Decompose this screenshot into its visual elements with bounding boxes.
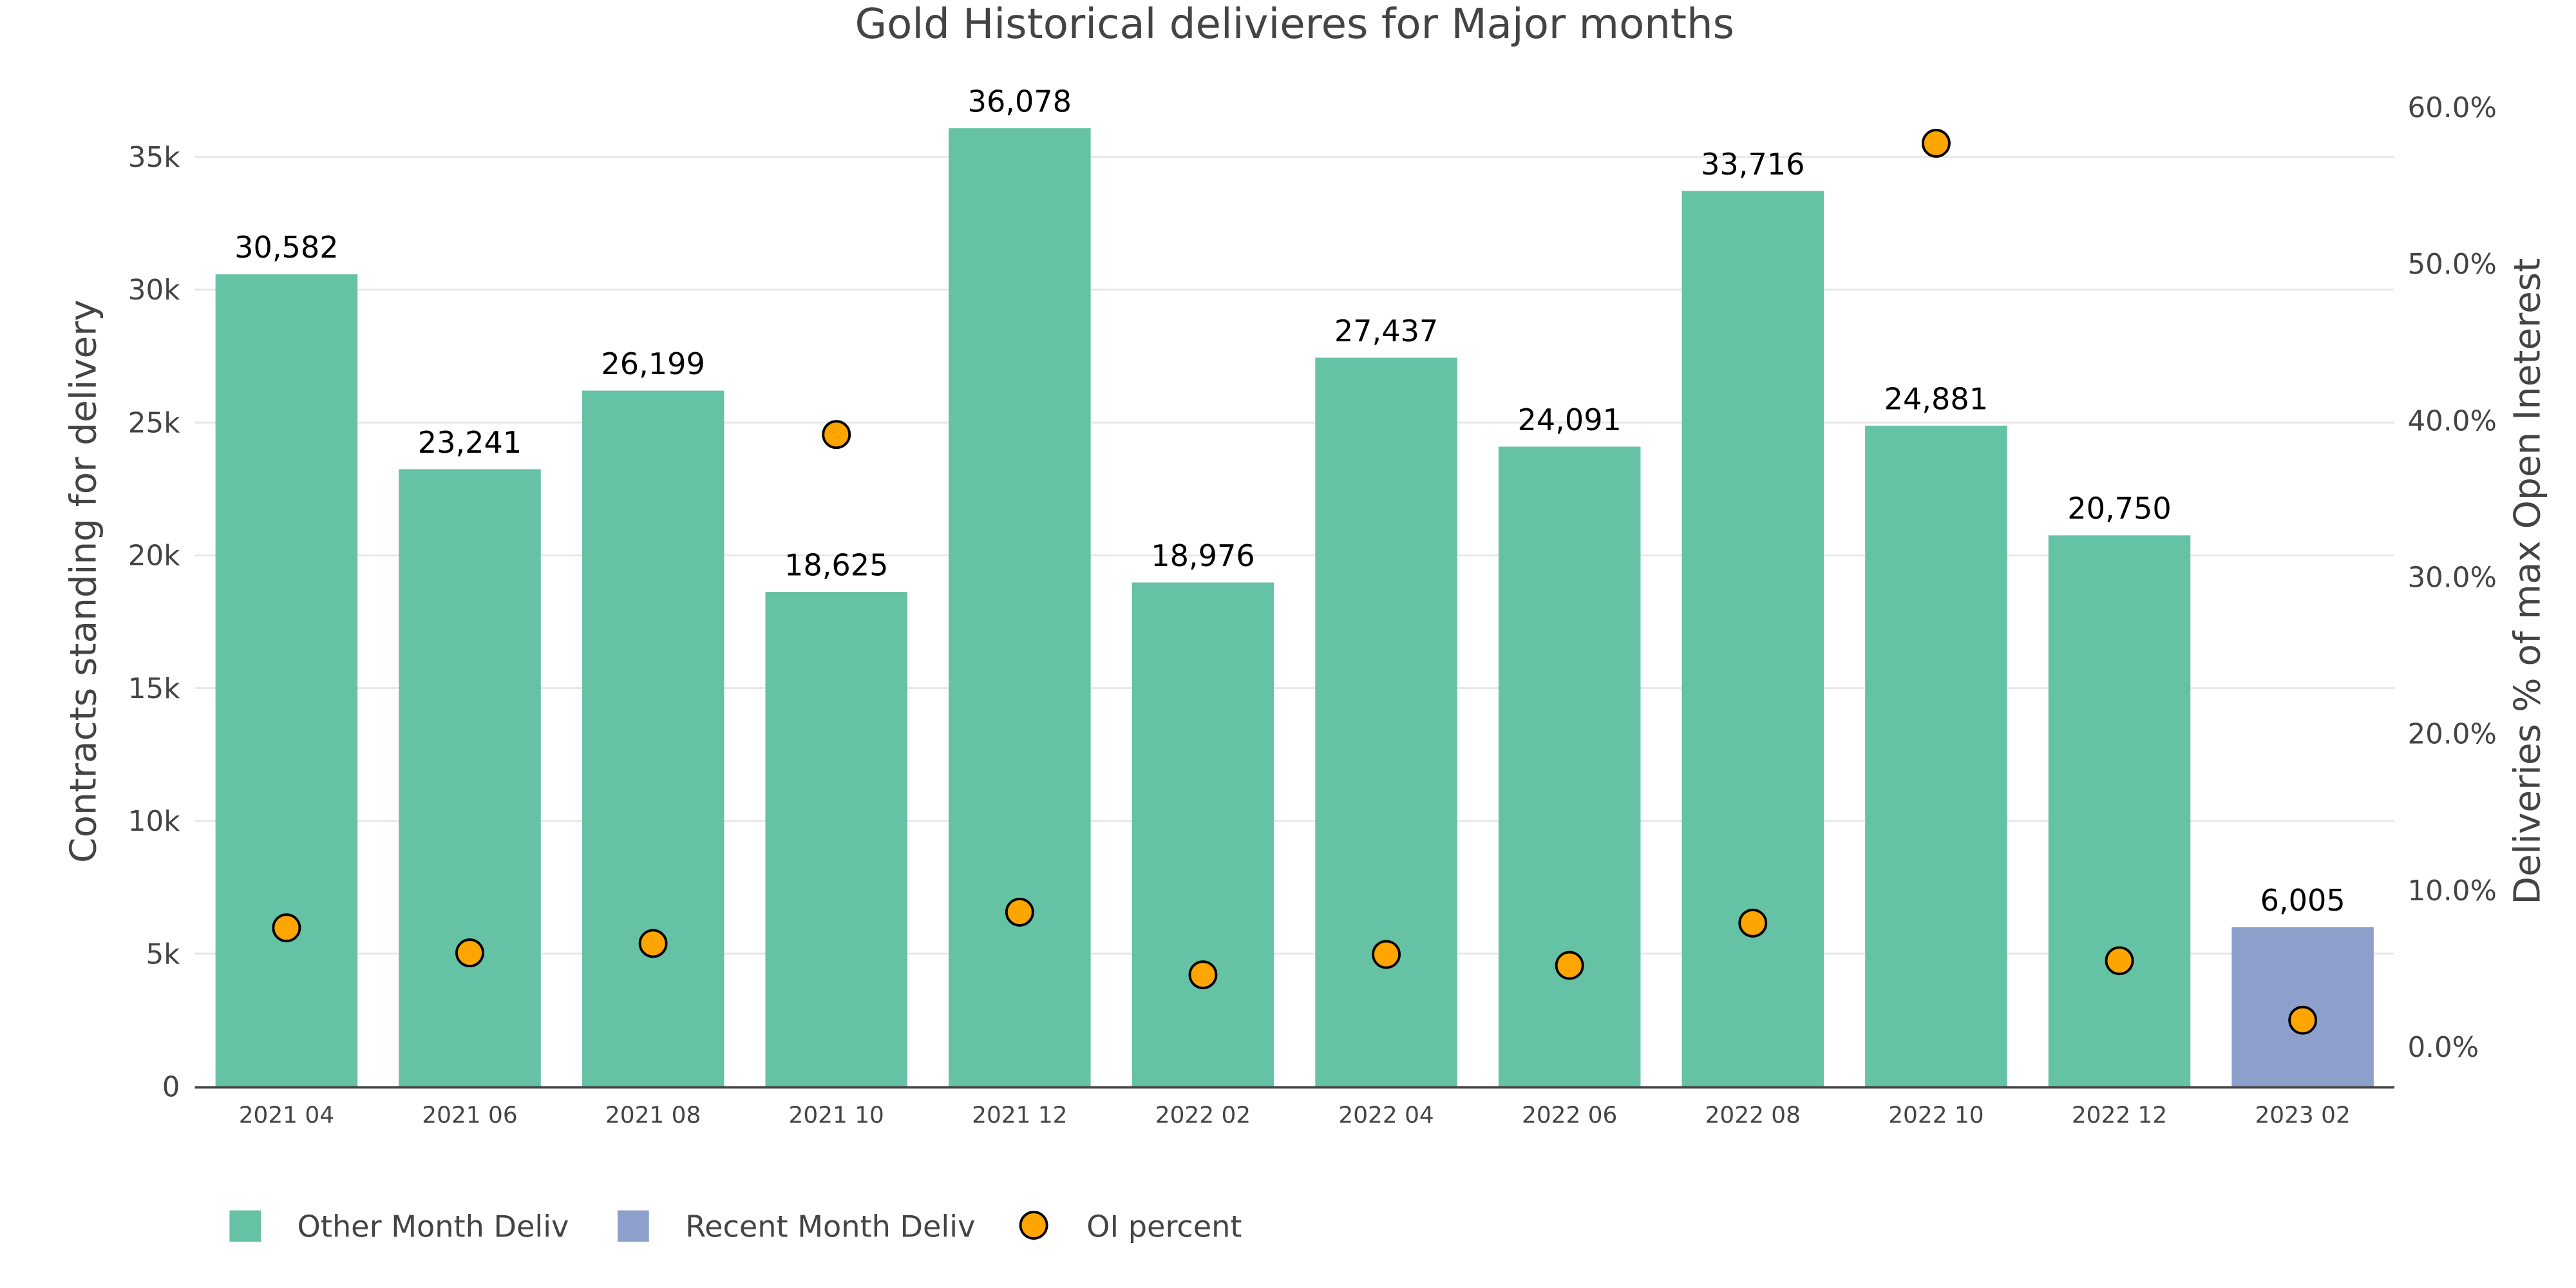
oi-percent-point[interactable]: [822, 420, 851, 450]
y2-tick-label: 40.0%: [2407, 405, 2496, 437]
x-tick-label: 2021 12: [972, 1103, 1067, 1129]
x-tick-label: 2021 06: [422, 1103, 517, 1129]
oi-percent-point[interactable]: [1738, 908, 1768, 938]
bar-value-label: 24,881: [1884, 381, 1988, 416]
y-tick-label: 35k: [128, 142, 180, 174]
y2-tick-label: 10.0%: [2407, 875, 2496, 907]
legend-label-oi[interactable]: OI percent: [1086, 1209, 1242, 1244]
bar-other[interactable]: [1865, 425, 2007, 1087]
y2-tick-label: 50.0%: [2407, 249, 2496, 281]
bar-value-label: 18,625: [784, 547, 888, 582]
x-tick-label: 2021 10: [789, 1103, 884, 1129]
y-tick-label: 10k: [128, 806, 180, 838]
bar-other[interactable]: [1681, 191, 1824, 1087]
y2-tick-label: 30.0%: [2407, 562, 2496, 594]
bar-other[interactable]: [582, 390, 724, 1087]
oi-percent-point[interactable]: [638, 929, 668, 958]
y-tick-label: 0: [162, 1072, 180, 1104]
legend: Other Month Deliv Recent Month Deliv OI …: [229, 1209, 1242, 1244]
x-tick-label: 2022 08: [1705, 1103, 1801, 1129]
legend-label-recent[interactable]: Recent Month Deliv: [685, 1209, 975, 1244]
x-tick-label: 2022 04: [1338, 1103, 1434, 1129]
y2-tick-label: 0.0%: [2407, 1032, 2479, 1064]
bar-value-label: 6,005: [2260, 883, 2345, 918]
x-tick-label: 2022 06: [1522, 1103, 1617, 1129]
oi-percent-point[interactable]: [272, 913, 301, 943]
bar-other[interactable]: [765, 591, 907, 1087]
oi-percent-point[interactable]: [2288, 1005, 2318, 1035]
y-tick-label: 15k: [128, 673, 180, 705]
oi-percent-point[interactable]: [2105, 946, 2134, 976]
oi-percent-point[interactable]: [1555, 951, 1584, 980]
bar-other[interactable]: [399, 469, 541, 1087]
legend-label-other[interactable]: Other Month Deliv: [298, 1209, 569, 1244]
y-tick-label: 20k: [128, 540, 180, 573]
bar-value-label: 24,091: [1517, 402, 1621, 437]
y-tick-label: 5k: [146, 938, 181, 971]
bar-other[interactable]: [1132, 582, 1274, 1087]
y2-axis-title: Deliveries % of max Open Ineterest: [2507, 258, 2549, 905]
y-tick-label: 25k: [128, 407, 180, 439]
bar-value-label: 27,437: [1334, 314, 1438, 348]
y2-tick-label: 20.0%: [2407, 719, 2496, 751]
x-tick-label: 2021 04: [239, 1103, 334, 1129]
legend-swatch-oi: [1019, 1211, 1048, 1240]
bar-other[interactable]: [1498, 446, 1641, 1087]
chart-title: Gold Historical delivieres for Major mon…: [855, 1, 1734, 48]
bar-value-label: 33,716: [1701, 147, 1804, 182]
x-tick-label: 2021 08: [605, 1103, 701, 1129]
x-tick-label: 2022 02: [1155, 1103, 1251, 1129]
y2-tick-label: 60.0%: [2407, 92, 2496, 124]
bar-value-label: 18,976: [1151, 538, 1255, 573]
bar-other[interactable]: [1315, 357, 1457, 1087]
bar-other[interactable]: [2048, 535, 2191, 1087]
bar-value-label: 26,199: [601, 346, 705, 381]
x-tick-label: 2022 10: [1888, 1103, 1984, 1129]
bar-other[interactable]: [949, 128, 1091, 1087]
bar-other[interactable]: [215, 274, 358, 1087]
y-axis-title: Contracts standing for delivery: [63, 299, 105, 863]
oi-percent-point[interactable]: [1005, 897, 1034, 927]
x-tick-label: 2023 02: [2255, 1103, 2350, 1129]
bar-value-label: 30,582: [234, 230, 338, 265]
legend-swatch-recent: [617, 1210, 649, 1242]
bar-value-label: 20,750: [2067, 491, 2171, 526]
oi-percent-point[interactable]: [1921, 129, 1951, 158]
oi-percent-point[interactable]: [455, 938, 484, 968]
oi-percent-point[interactable]: [1372, 940, 1401, 969]
y-tick-label: 30k: [128, 274, 180, 307]
x-tick-label: 2022 12: [2072, 1103, 2167, 1129]
bar-value-label: 36,078: [968, 84, 1072, 118]
legend-swatch-other: [229, 1210, 261, 1242]
bar-value-label: 23,241: [418, 425, 522, 460]
oi-percent-point[interactable]: [1188, 960, 1218, 990]
